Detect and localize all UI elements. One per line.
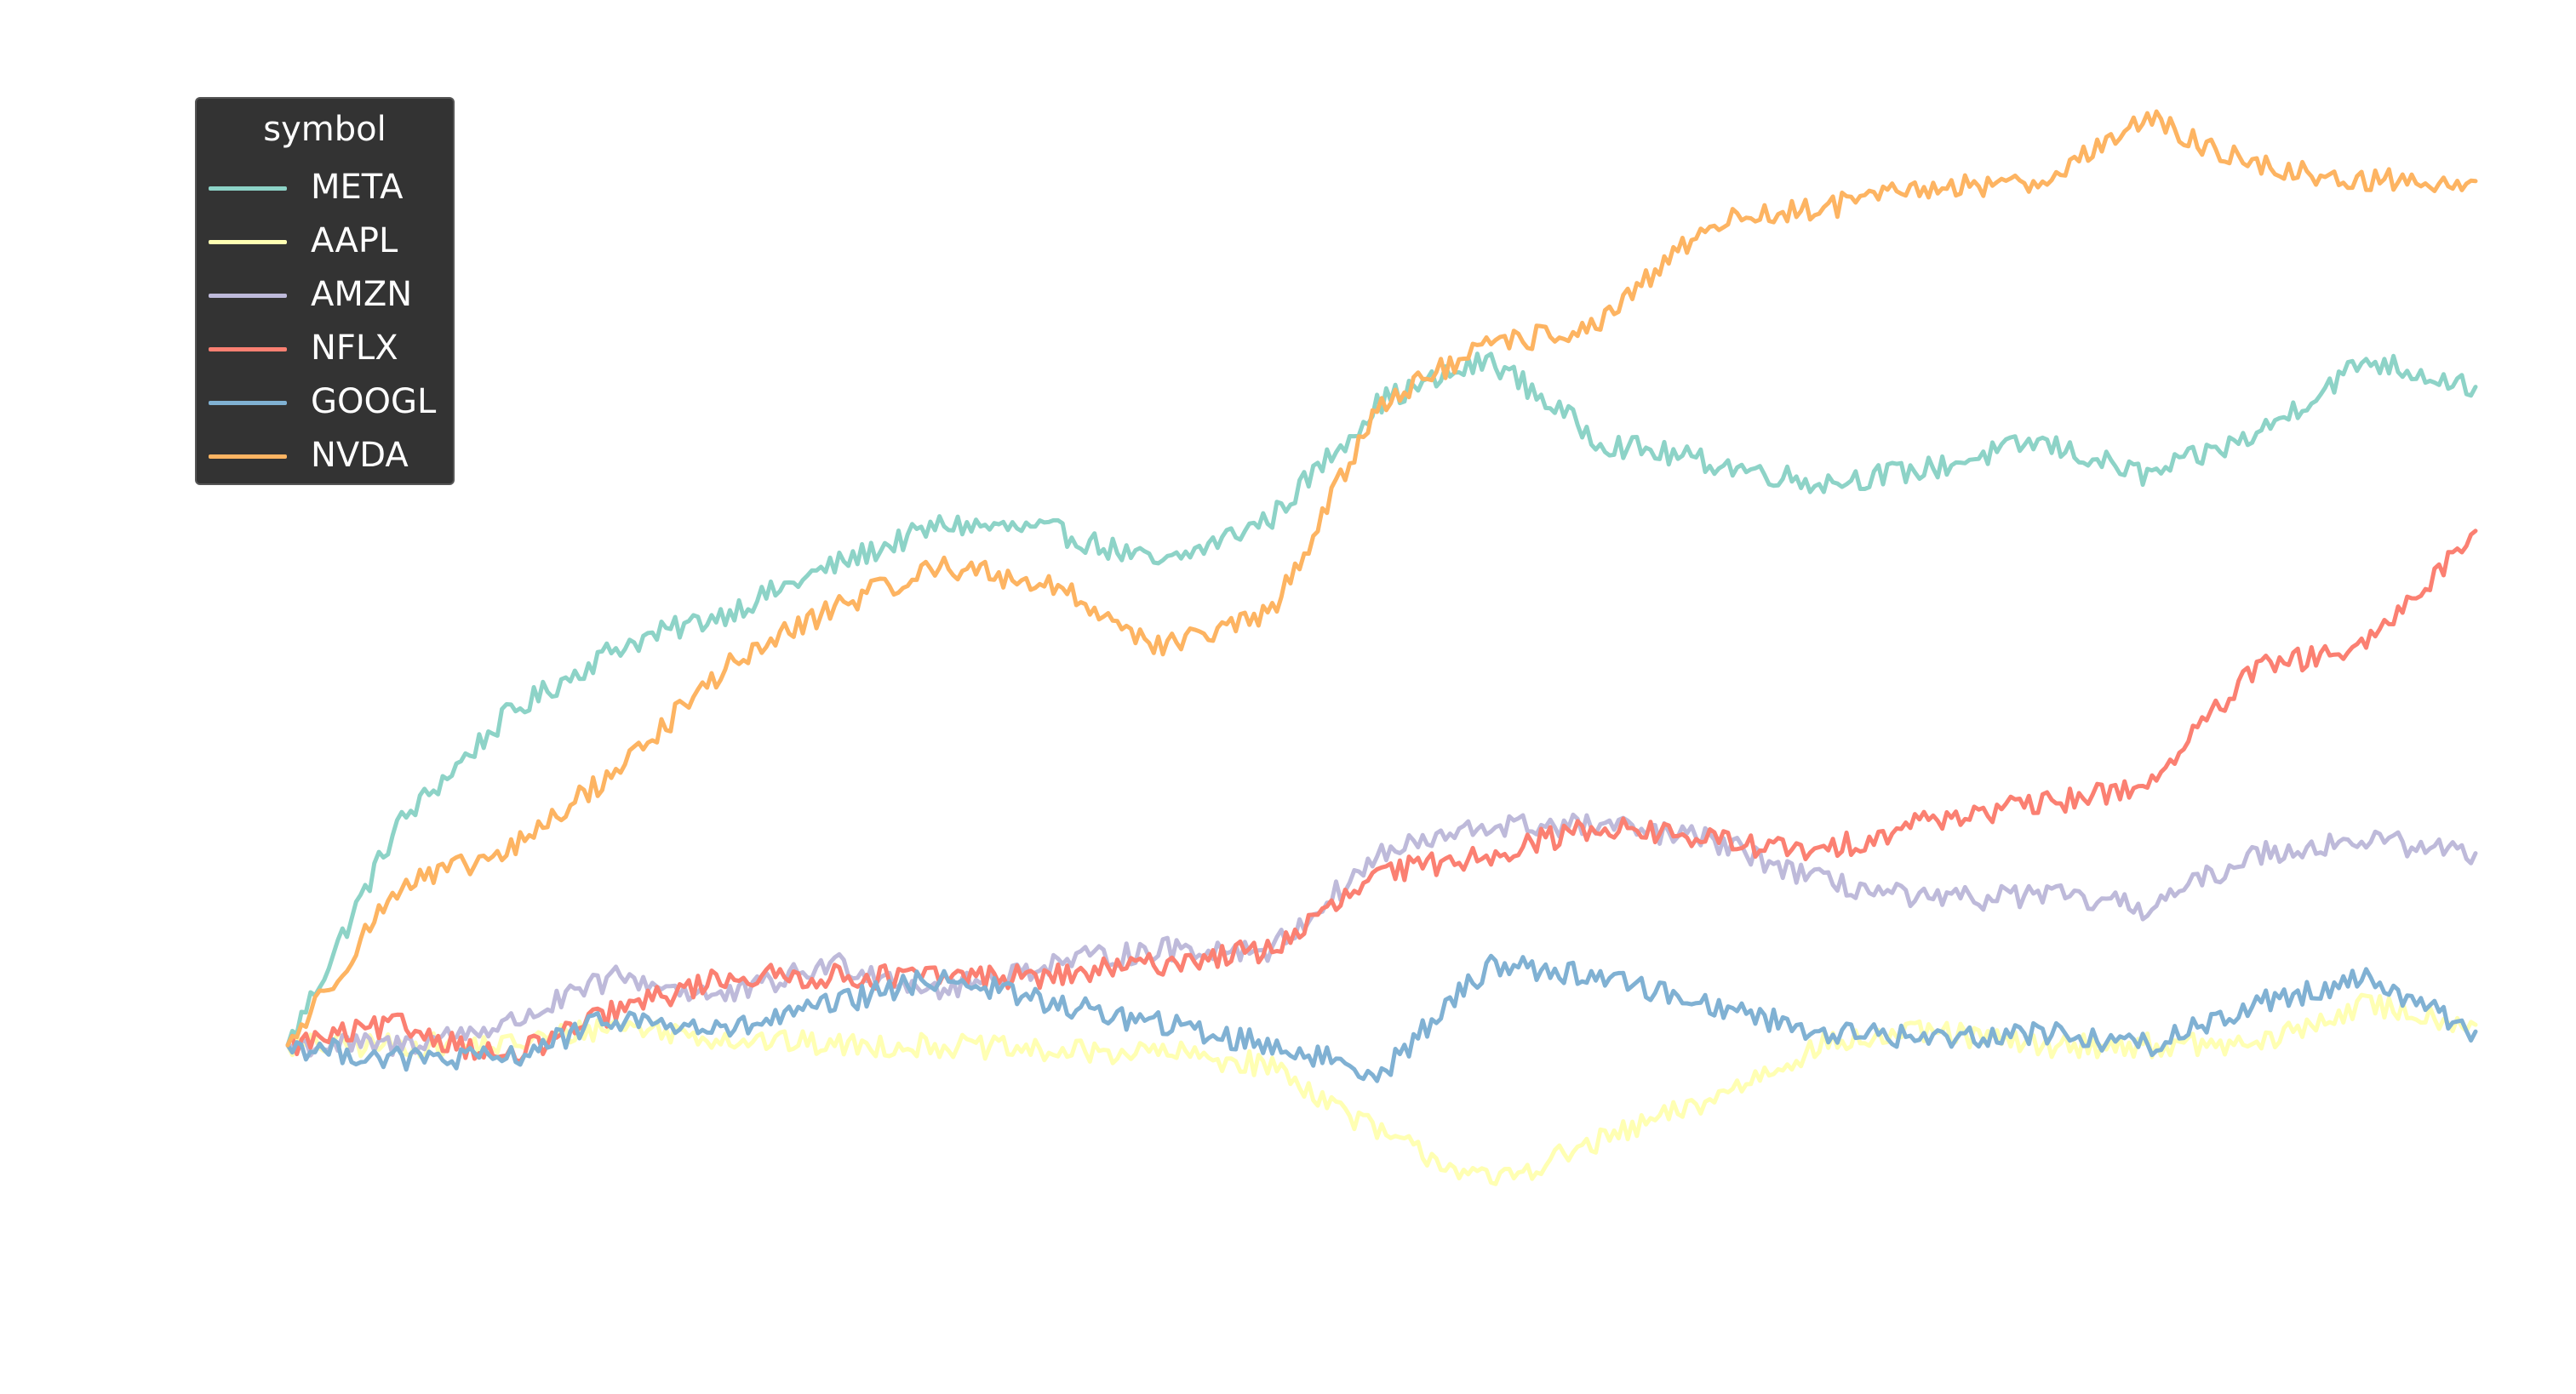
legend-swatch <box>209 186 287 191</box>
legend-item-nvda: NVDA <box>209 433 447 477</box>
legend-swatch <box>209 454 287 459</box>
legend-swatch <box>209 294 287 298</box>
legend-swatch <box>209 401 287 405</box>
legend-label: GOOGL <box>311 382 437 421</box>
series-line-aapl <box>285 992 2478 1186</box>
series-line-nflx <box>285 528 2478 1064</box>
legend-item-nflx: NFLX <box>209 326 447 370</box>
legend-label: AMZN <box>311 275 413 314</box>
series-line-amzn <box>285 812 2478 1058</box>
legend-label: AAPL <box>311 221 398 260</box>
legend-item-meta: META <box>209 165 447 209</box>
legend-title: symbol <box>263 110 386 149</box>
series-layer <box>285 109 2478 1186</box>
legend-item-amzn: AMZN <box>209 272 447 317</box>
legend-swatch <box>209 240 287 244</box>
legend-item-googl: GOOGL <box>209 380 447 424</box>
legend-label: NVDA <box>311 436 409 475</box>
series-line-nvda <box>285 109 2478 1048</box>
series-line-meta <box>285 351 2478 1048</box>
legend-swatch <box>209 347 287 351</box>
legend: symbol META AAPL AMZN NFLX GOOGL NVDA <box>195 97 455 485</box>
legend-label: NFLX <box>311 329 398 368</box>
series-line-googl <box>285 953 2478 1083</box>
legend-item-aapl: AAPL <box>209 219 447 263</box>
legend-label: META <box>311 168 404 207</box>
